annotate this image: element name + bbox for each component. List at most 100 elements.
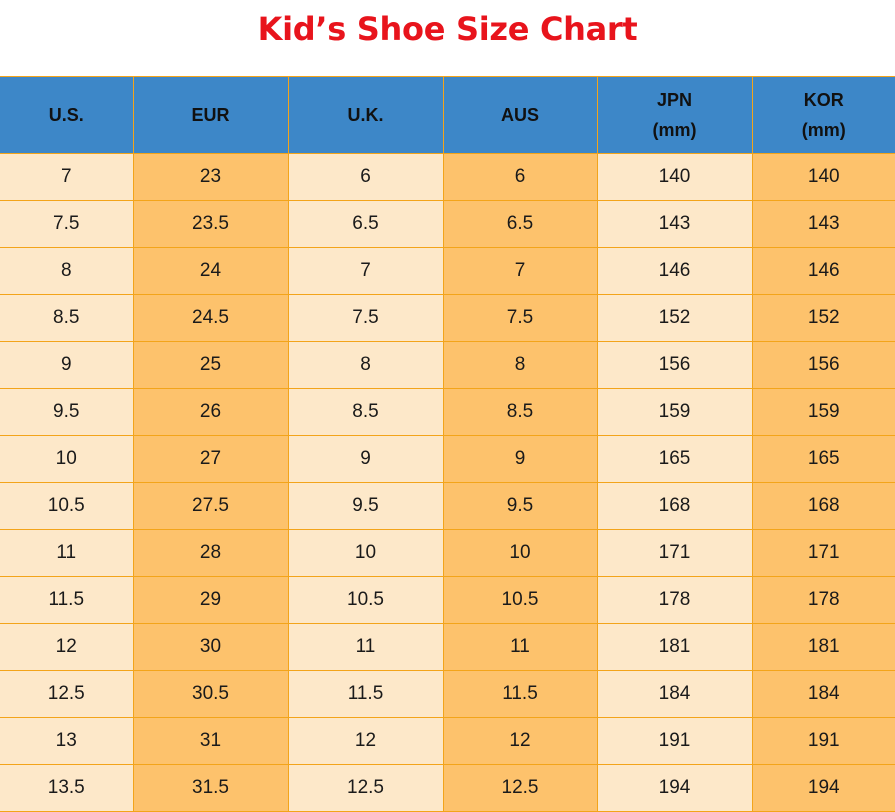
cell-aus: 8.5 xyxy=(443,389,597,436)
cell-aus: 6 xyxy=(443,154,597,201)
cell-aus: 10.5 xyxy=(443,577,597,624)
cell-uk: 6 xyxy=(288,154,443,201)
cell-uk: 11 xyxy=(288,624,443,671)
cell-jpn: 152 xyxy=(597,295,752,342)
cell-aus: 12.5 xyxy=(443,765,597,812)
cell-jpn: 181 xyxy=(597,624,752,671)
cell-aus: 10 xyxy=(443,530,597,577)
cell-uk: 9.5 xyxy=(288,483,443,530)
cell-us: 12.5 xyxy=(0,671,133,718)
cell-aus: 8 xyxy=(443,342,597,389)
cell-kor: 159 xyxy=(752,389,895,436)
cell-eur: 23 xyxy=(133,154,288,201)
cell-kor: 156 xyxy=(752,342,895,389)
column-header-unit: (mm) xyxy=(598,115,752,145)
cell-eur: 29 xyxy=(133,577,288,624)
cell-eur: 31 xyxy=(133,718,288,765)
cell-us: 7 xyxy=(0,154,133,201)
cell-uk: 7.5 xyxy=(288,295,443,342)
column-header-aus: AUS xyxy=(443,77,597,154)
column-header-label: EUR xyxy=(134,100,288,130)
column-header-label: AUS xyxy=(444,100,597,130)
cell-kor: 165 xyxy=(752,436,895,483)
cell-uk: 9 xyxy=(288,436,443,483)
cell-eur: 26 xyxy=(133,389,288,436)
cell-kor: 146 xyxy=(752,248,895,295)
cell-eur: 24.5 xyxy=(133,295,288,342)
column-header-kor: KOR (mm) xyxy=(752,77,895,154)
column-header-uk: U.K. xyxy=(288,77,443,154)
column-header-label: U.S. xyxy=(0,100,133,130)
cell-uk: 10.5 xyxy=(288,577,443,624)
cell-eur: 23.5 xyxy=(133,201,288,248)
cell-us: 11 xyxy=(0,530,133,577)
cell-uk: 12 xyxy=(288,718,443,765)
cell-kor: 168 xyxy=(752,483,895,530)
cell-kor: 140 xyxy=(752,154,895,201)
cell-aus: 12 xyxy=(443,718,597,765)
column-header-unit: (mm) xyxy=(753,115,895,145)
cell-us: 13.5 xyxy=(0,765,133,812)
cell-jpn: 171 xyxy=(597,530,752,577)
page-title: Kid’s Shoe Size Chart xyxy=(0,0,895,62)
cell-aus: 11.5 xyxy=(443,671,597,718)
cell-us: 10.5 xyxy=(0,483,133,530)
cell-eur: 27.5 xyxy=(133,483,288,530)
column-header-label: KOR xyxy=(753,85,895,115)
cell-jpn: 184 xyxy=(597,671,752,718)
cell-jpn: 159 xyxy=(597,389,752,436)
cell-kor: 184 xyxy=(752,671,895,718)
cell-eur: 25 xyxy=(133,342,288,389)
cell-eur: 30.5 xyxy=(133,671,288,718)
cell-us: 9 xyxy=(0,342,133,389)
cell-us: 13 xyxy=(0,718,133,765)
cell-us: 9.5 xyxy=(0,389,133,436)
cell-us: 7.5 xyxy=(0,201,133,248)
cell-eur: 28 xyxy=(133,530,288,577)
cell-us: 8.5 xyxy=(0,295,133,342)
cell-aus: 6.5 xyxy=(443,201,597,248)
column-header-us: U.S. xyxy=(0,77,133,154)
cell-aus: 9 xyxy=(443,436,597,483)
cell-eur: 30 xyxy=(133,624,288,671)
cell-jpn: 165 xyxy=(597,436,752,483)
cell-uk: 10 xyxy=(288,530,443,577)
cell-us: 12 xyxy=(0,624,133,671)
column-header-label: JPN xyxy=(598,85,752,115)
cell-kor: 143 xyxy=(752,201,895,248)
cell-eur: 27 xyxy=(133,436,288,483)
cell-uk: 8 xyxy=(288,342,443,389)
cell-jpn: 146 xyxy=(597,248,752,295)
cell-uk: 12.5 xyxy=(288,765,443,812)
cell-kor: 181 xyxy=(752,624,895,671)
cell-aus: 9.5 xyxy=(443,483,597,530)
cell-kor: 152 xyxy=(752,295,895,342)
column-header-label: U.K. xyxy=(289,100,443,130)
cell-jpn: 156 xyxy=(597,342,752,389)
cell-uk: 11.5 xyxy=(288,671,443,718)
cell-jpn: 143 xyxy=(597,201,752,248)
cell-uk: 7 xyxy=(288,248,443,295)
column-header-eur: EUR xyxy=(133,77,288,154)
cell-uk: 6.5 xyxy=(288,201,443,248)
cell-jpn: 178 xyxy=(597,577,752,624)
column-header-jpn: JPN (mm) xyxy=(597,77,752,154)
cell-kor: 194 xyxy=(752,765,895,812)
cell-us: 11.5 xyxy=(0,577,133,624)
cell-jpn: 194 xyxy=(597,765,752,812)
